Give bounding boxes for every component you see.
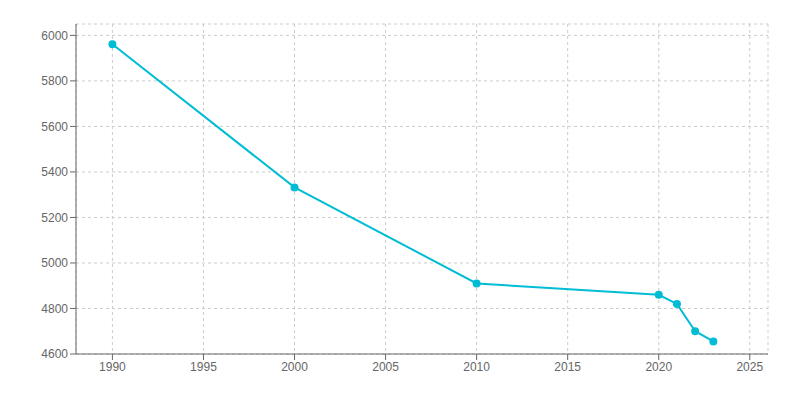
svg-text:5800: 5800 [41, 74, 68, 88]
svg-text:5200: 5200 [41, 211, 68, 225]
svg-text:5600: 5600 [41, 120, 68, 134]
svg-text:2020: 2020 [645, 360, 672, 374]
svg-text:4800: 4800 [41, 302, 68, 316]
svg-text:2000: 2000 [281, 360, 308, 374]
svg-text:5400: 5400 [41, 165, 68, 179]
svg-text:2025: 2025 [736, 360, 763, 374]
svg-text:4600: 4600 [41, 347, 68, 361]
svg-text:5000: 5000 [41, 256, 68, 270]
svg-text:1990: 1990 [99, 360, 126, 374]
svg-text:2010: 2010 [463, 360, 490, 374]
svg-text:1995: 1995 [190, 360, 217, 374]
svg-text:2005: 2005 [372, 360, 399, 374]
svg-text:6000: 6000 [41, 29, 68, 43]
svg-text:2015: 2015 [554, 360, 581, 374]
